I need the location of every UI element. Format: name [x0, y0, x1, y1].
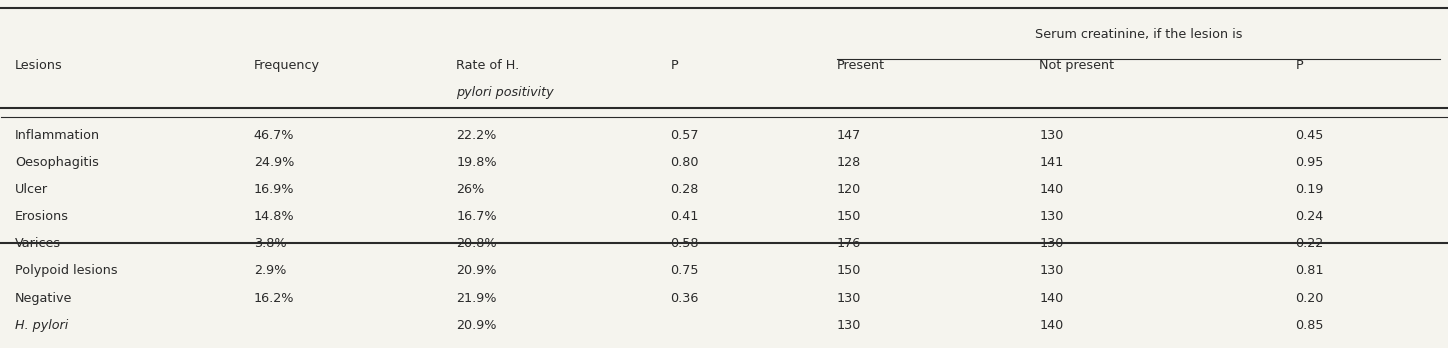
Text: 0.19: 0.19	[1296, 183, 1323, 196]
Text: 0.57: 0.57	[670, 129, 699, 142]
Text: 150: 150	[837, 210, 862, 223]
Text: 130: 130	[837, 292, 862, 304]
Text: 130: 130	[1040, 264, 1064, 277]
Text: 0.80: 0.80	[670, 156, 699, 169]
Text: 141: 141	[1040, 156, 1064, 169]
Text: Present: Present	[837, 58, 885, 72]
Text: 24.9%: 24.9%	[253, 156, 294, 169]
Text: 2.9%: 2.9%	[253, 264, 287, 277]
Text: P: P	[1296, 58, 1303, 72]
Text: 20.9%: 20.9%	[456, 319, 497, 332]
Text: Polypoid lesions: Polypoid lesions	[14, 264, 117, 277]
Text: Negative: Negative	[14, 292, 72, 304]
Text: 0.24: 0.24	[1296, 210, 1323, 223]
Text: 0.22: 0.22	[1296, 237, 1323, 250]
Text: 130: 130	[1040, 210, 1064, 223]
Text: 0.81: 0.81	[1296, 264, 1323, 277]
Text: 128: 128	[837, 156, 862, 169]
Text: 130: 130	[1040, 237, 1064, 250]
Text: 19.8%: 19.8%	[456, 156, 497, 169]
Text: Lesions: Lesions	[14, 58, 62, 72]
Text: 22.2%: 22.2%	[456, 129, 497, 142]
Text: Serum creatinine, if the lesion is: Serum creatinine, if the lesion is	[1035, 27, 1242, 40]
Text: 130: 130	[1040, 129, 1064, 142]
Text: 140: 140	[1040, 319, 1064, 332]
Text: P: P	[670, 58, 678, 72]
Text: 16.2%: 16.2%	[253, 292, 294, 304]
Text: 16.7%: 16.7%	[456, 210, 497, 223]
Text: 14.8%: 14.8%	[253, 210, 294, 223]
Text: 0.85: 0.85	[1296, 319, 1323, 332]
Text: 0.95: 0.95	[1296, 156, 1323, 169]
Text: 147: 147	[837, 129, 862, 142]
Text: Frequency: Frequency	[253, 58, 320, 72]
Text: Rate of H.: Rate of H.	[456, 58, 520, 72]
Text: 176: 176	[837, 237, 862, 250]
Text: 140: 140	[1040, 292, 1064, 304]
Text: 0.58: 0.58	[670, 237, 699, 250]
Text: pylori positivity: pylori positivity	[456, 86, 555, 99]
Text: 20.9%: 20.9%	[456, 264, 497, 277]
Text: 130: 130	[837, 319, 862, 332]
Text: 0.45: 0.45	[1296, 129, 1323, 142]
Text: Ulcer: Ulcer	[14, 183, 48, 196]
Text: Erosions: Erosions	[14, 210, 70, 223]
Text: 26%: 26%	[456, 183, 485, 196]
Text: Inflammation: Inflammation	[14, 129, 100, 142]
Text: 140: 140	[1040, 183, 1064, 196]
Text: 0.20: 0.20	[1296, 292, 1323, 304]
Text: 0.41: 0.41	[670, 210, 699, 223]
Text: 20.8%: 20.8%	[456, 237, 497, 250]
Text: H. pylori: H. pylori	[14, 319, 68, 332]
Text: 46.7%: 46.7%	[253, 129, 294, 142]
Text: Not present: Not present	[1040, 58, 1115, 72]
Text: 150: 150	[837, 264, 862, 277]
Text: 21.9%: 21.9%	[456, 292, 497, 304]
Text: 120: 120	[837, 183, 862, 196]
Text: 0.36: 0.36	[670, 292, 699, 304]
Text: 16.9%: 16.9%	[253, 183, 294, 196]
Text: 0.75: 0.75	[670, 264, 699, 277]
Text: Varices: Varices	[14, 237, 61, 250]
Text: 0.28: 0.28	[670, 183, 699, 196]
Text: Oesophagitis: Oesophagitis	[14, 156, 98, 169]
Text: 3.8%: 3.8%	[253, 237, 287, 250]
